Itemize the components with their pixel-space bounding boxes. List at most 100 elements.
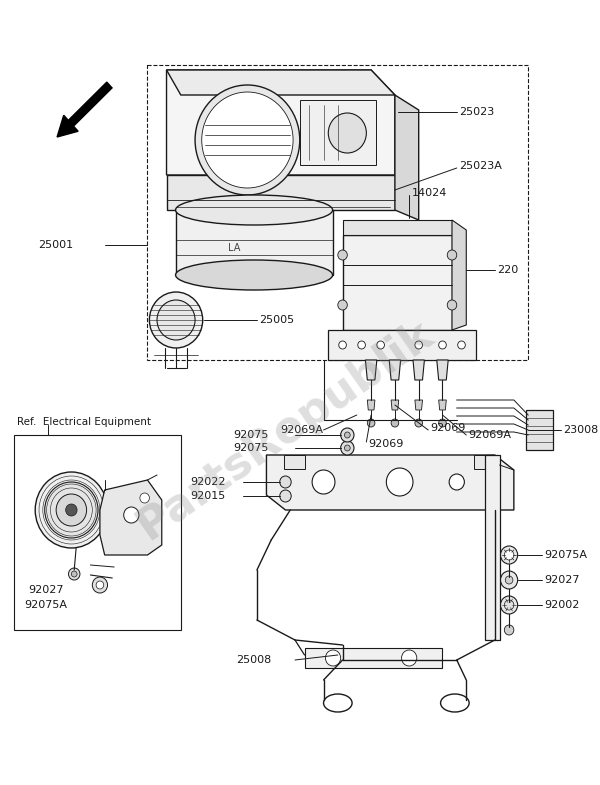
Circle shape: [505, 625, 514, 635]
Text: Ref.  Electrical Equipment: Ref. Electrical Equipment: [17, 417, 151, 427]
Polygon shape: [452, 220, 466, 330]
Circle shape: [415, 341, 422, 349]
Polygon shape: [439, 400, 446, 410]
Polygon shape: [391, 400, 399, 410]
Ellipse shape: [440, 694, 469, 712]
Circle shape: [68, 568, 80, 580]
Circle shape: [325, 650, 341, 666]
Circle shape: [505, 576, 513, 584]
Ellipse shape: [176, 260, 332, 290]
Circle shape: [458, 341, 466, 349]
Circle shape: [344, 445, 350, 451]
Circle shape: [401, 650, 417, 666]
Polygon shape: [167, 70, 395, 175]
Circle shape: [328, 113, 367, 153]
Circle shape: [439, 341, 446, 349]
Bar: [14, 435, 181, 630]
Polygon shape: [100, 480, 162, 555]
Polygon shape: [437, 360, 448, 380]
Circle shape: [505, 600, 514, 610]
Circle shape: [341, 428, 354, 442]
Text: 92027: 92027: [544, 575, 580, 585]
Bar: [328, 330, 476, 360]
Text: 23008: 23008: [563, 425, 599, 435]
Text: 25008: 25008: [236, 655, 271, 665]
Circle shape: [505, 550, 514, 560]
Circle shape: [367, 419, 375, 427]
Circle shape: [202, 92, 293, 188]
Bar: [284, 455, 305, 469]
Circle shape: [195, 85, 300, 195]
Circle shape: [377, 341, 385, 349]
Text: 92075: 92075: [233, 443, 269, 453]
Circle shape: [96, 581, 104, 589]
Polygon shape: [167, 175, 395, 210]
Ellipse shape: [323, 694, 352, 712]
Text: 92027: 92027: [29, 585, 64, 595]
Polygon shape: [176, 210, 333, 275]
Polygon shape: [365, 360, 377, 380]
Text: 92015: 92015: [190, 491, 226, 501]
Text: LA: LA: [229, 243, 241, 253]
Circle shape: [500, 546, 518, 564]
Circle shape: [500, 596, 518, 614]
Circle shape: [341, 441, 354, 455]
Ellipse shape: [176, 195, 332, 225]
Text: 92075A: 92075A: [24, 600, 67, 610]
Circle shape: [447, 250, 457, 260]
Circle shape: [391, 419, 399, 427]
Polygon shape: [395, 95, 419, 220]
Circle shape: [447, 300, 457, 310]
Bar: [148, 65, 528, 360]
Polygon shape: [167, 70, 395, 95]
Text: 92075A: 92075A: [544, 550, 587, 560]
Circle shape: [280, 490, 291, 502]
Circle shape: [71, 571, 77, 577]
Text: 92069A: 92069A: [468, 430, 511, 440]
Text: 25023A: 25023A: [458, 161, 502, 171]
Circle shape: [386, 468, 413, 496]
Text: 14024: 14024: [412, 188, 448, 198]
Circle shape: [45, 482, 98, 538]
Text: 25001: 25001: [38, 240, 73, 250]
Text: 92069: 92069: [430, 423, 466, 433]
Circle shape: [358, 341, 365, 349]
Bar: [343, 235, 452, 330]
Circle shape: [505, 600, 514, 610]
Circle shape: [439, 419, 446, 427]
Circle shape: [124, 507, 139, 523]
Circle shape: [500, 571, 518, 589]
Text: 220: 220: [497, 265, 518, 275]
Text: 25023: 25023: [458, 107, 494, 117]
Text: 92069: 92069: [368, 439, 404, 449]
FancyArrow shape: [57, 82, 112, 137]
Circle shape: [338, 250, 347, 260]
Circle shape: [338, 300, 347, 310]
Circle shape: [280, 476, 291, 488]
Circle shape: [505, 575, 514, 585]
Circle shape: [344, 432, 350, 438]
Bar: [474, 455, 495, 469]
Circle shape: [312, 470, 335, 494]
Polygon shape: [367, 400, 375, 410]
Text: 92075: 92075: [233, 430, 269, 440]
Text: 25005: 25005: [259, 315, 294, 325]
Text: 92002: 92002: [544, 600, 580, 610]
Polygon shape: [343, 220, 452, 235]
Polygon shape: [266, 455, 514, 510]
Circle shape: [449, 474, 464, 490]
Circle shape: [140, 493, 149, 503]
Circle shape: [339, 341, 346, 349]
Text: PartsRepublik: PartsRepublik: [129, 312, 442, 549]
Bar: [526, 410, 553, 450]
Circle shape: [35, 472, 107, 548]
Polygon shape: [415, 400, 422, 410]
Circle shape: [415, 419, 422, 427]
Circle shape: [149, 292, 203, 348]
Circle shape: [157, 300, 195, 340]
Bar: [300, 100, 376, 165]
Circle shape: [56, 494, 86, 526]
Polygon shape: [389, 360, 401, 380]
Text: 92022: 92022: [190, 477, 226, 487]
Bar: [485, 455, 500, 640]
